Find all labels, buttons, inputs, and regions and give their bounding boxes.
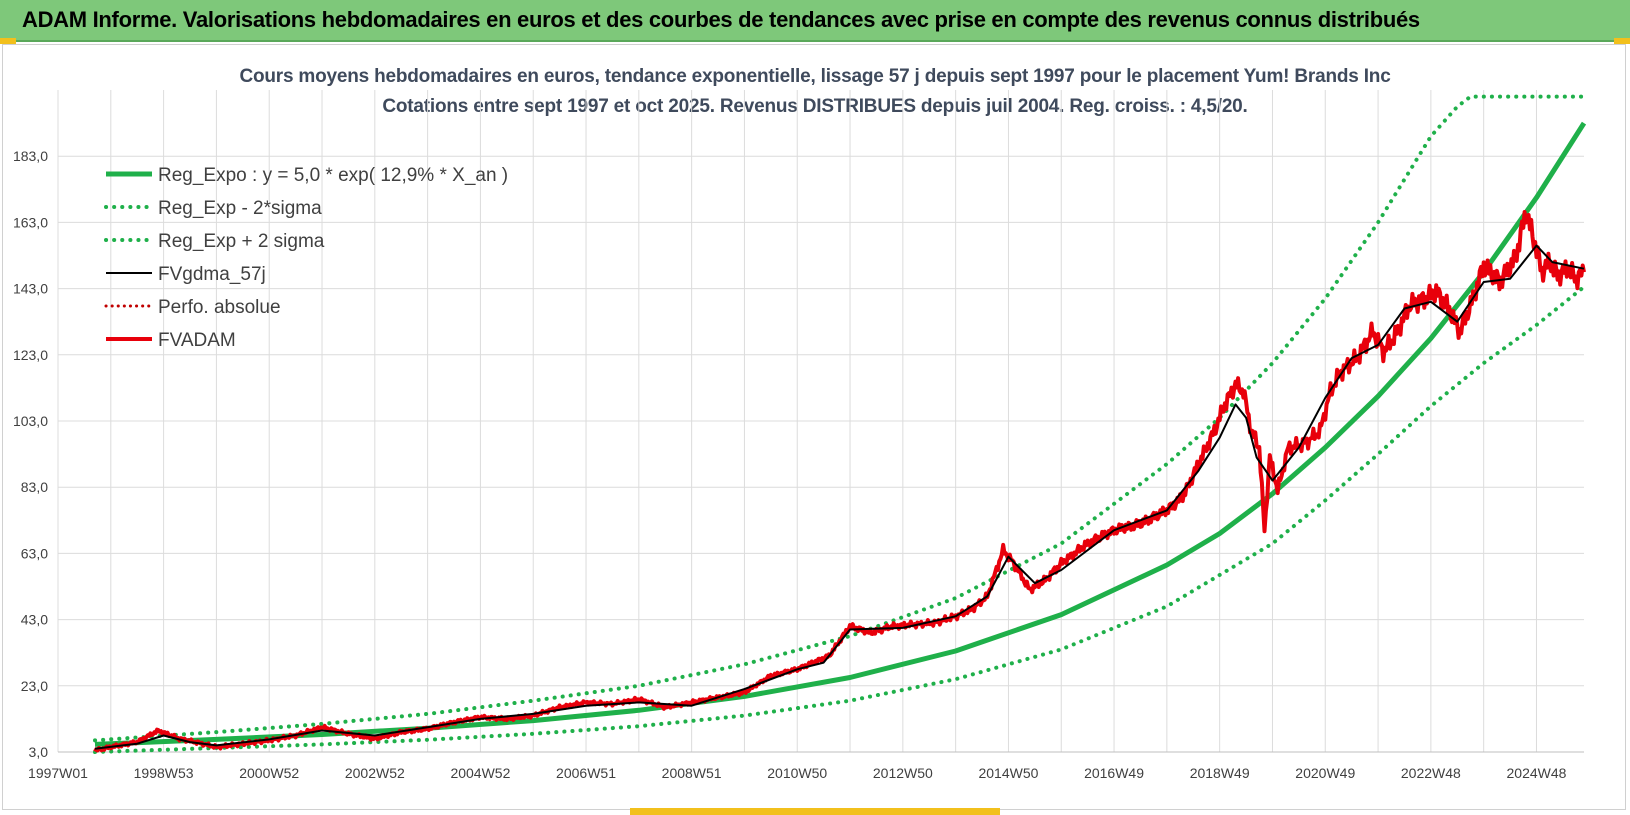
- corner-mark-right: [1614, 38, 1630, 44]
- legend-label: FVgdma_57j: [158, 264, 266, 285]
- legend-label: Reg_Exp - 2*sigma: [158, 198, 322, 219]
- series-line-fvadam: [93, 210, 1586, 753]
- axis-labels: 3,0 23,0 43,0 63,0 83,0 103,0 123,0 143,0 163,0 1…: [13, 148, 1567, 781]
- series-lines: [93, 94, 1587, 754]
- chart-subtitle: Cotations entre sept 1997 et oct 2025. R…: [382, 96, 1248, 117]
- series-line-reg-exp-2-sigma: [93, 284, 1586, 754]
- legend-label: Perfo. absolue: [158, 297, 281, 318]
- series-line-reg-exp-2-sigma: [93, 94, 1586, 743]
- y-tick-label: 23,0: [21, 678, 48, 694]
- y-tick-label: 143,0: [13, 281, 48, 297]
- x-tick-label: 2004W52: [450, 765, 510, 781]
- x-tick-label: 2010W50: [767, 765, 827, 781]
- y-tick-label: 43,0: [21, 612, 48, 628]
- x-tick-label: 2002W52: [345, 765, 405, 781]
- bottom-accent-bar: [630, 808, 1000, 815]
- x-tick-label: 2006W51: [556, 765, 616, 781]
- x-tick-label: 2000W52: [239, 765, 299, 781]
- x-tick-label: 1998W53: [134, 765, 194, 781]
- banner: ADAM Informe. Valorisations hebdomadaire…: [0, 0, 1630, 42]
- x-tick-label: 2008W51: [662, 765, 722, 781]
- y-tick-label: 163,0: [13, 214, 48, 230]
- x-tick-label: 2024W48: [1507, 765, 1567, 781]
- x-tick-label: 2018W49: [1190, 765, 1250, 781]
- y-tick-label: 183,0: [13, 148, 48, 164]
- legend: Reg_Expo : y = 5,0 * exp( 12,9% * X_an )…: [104, 165, 508, 351]
- y-tick-label: 123,0: [13, 347, 48, 363]
- legend-label: Reg_Exp + 2 sigma: [158, 231, 325, 252]
- series-line-fvgdma-57j: [94, 244, 1585, 750]
- y-tick-label: 63,0: [21, 545, 48, 561]
- grid-lines: [57, 90, 1584, 753]
- banner-title: ADAM Informe. Valorisations hebdomadaire…: [22, 7, 1420, 32]
- chart-title: Cours moyens hebdomadaires en euros, ten…: [239, 66, 1391, 87]
- y-tick-label: 83,0: [21, 479, 48, 495]
- x-tick-label: 2014W50: [978, 765, 1038, 781]
- x-tick-label: 2016W49: [1084, 765, 1144, 781]
- x-tick-label: 2012W50: [873, 765, 933, 781]
- legend-label: Reg_Expo : y = 5,0 * exp( 12,9% * X_an ): [158, 165, 508, 186]
- x-tick-label: 2022W48: [1401, 765, 1461, 781]
- y-tick-label: 103,0: [13, 413, 48, 429]
- x-tick-label: 2020W49: [1295, 765, 1355, 781]
- corner-mark-left: [0, 38, 16, 44]
- x-tick-label: 1997W01: [28, 765, 88, 781]
- legend-label: FVADAM: [158, 330, 236, 351]
- y-tick-label: 3,0: [29, 744, 49, 760]
